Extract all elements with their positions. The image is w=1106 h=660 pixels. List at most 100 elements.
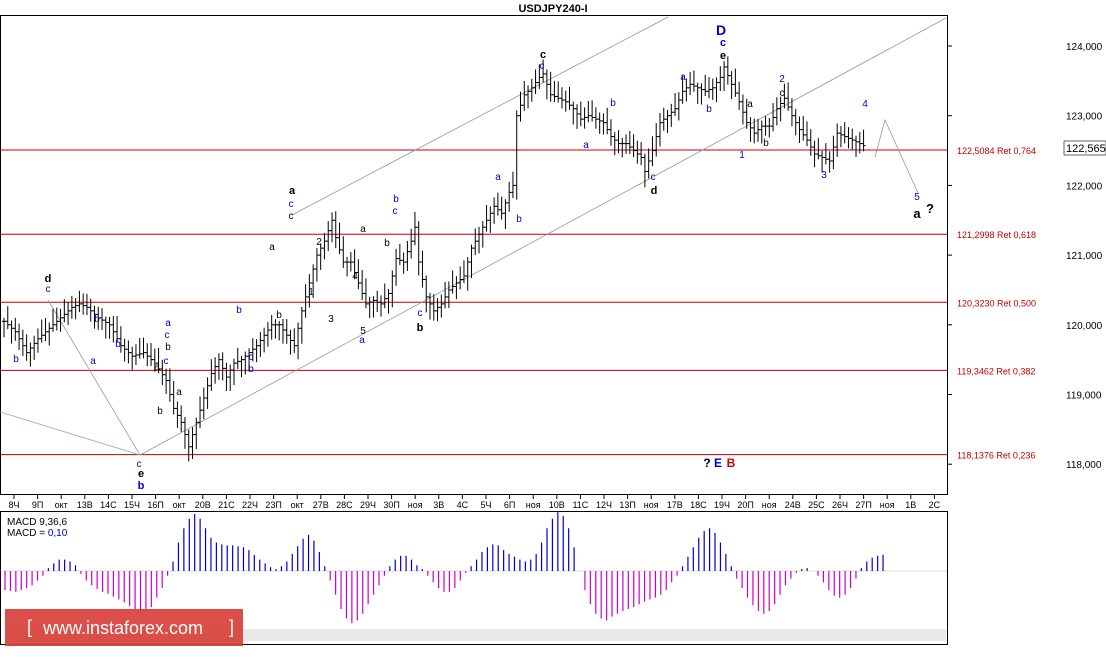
time-tick-label: 21С xyxy=(218,500,235,510)
time-axis: 8Ч 9П окт 13В 14С 15Ч 16П окт 20В 21С 22Ч 23П окт 27В… xyxy=(8,494,941,510)
lower-channel-line xyxy=(139,17,947,456)
wave-label: c xyxy=(393,206,398,217)
watermark-right-bracket: ] xyxy=(229,617,234,637)
wave-label: a xyxy=(747,99,753,110)
time-tick-label: 26Ч xyxy=(832,500,848,510)
wave-label: 5 xyxy=(914,192,920,203)
wave-label: c xyxy=(540,61,545,72)
time-tick-label: 27П xyxy=(855,500,871,510)
macd-histogram xyxy=(0,512,947,624)
time-tick-label: 20П xyxy=(737,500,753,510)
wave-label-bottom_B: B xyxy=(727,456,736,470)
wave-label: c xyxy=(540,49,546,61)
wave-connector-line xyxy=(47,299,141,456)
wave-label-bottom_q: ? xyxy=(703,456,710,470)
wave-label: c xyxy=(418,308,423,319)
time-tick-label: окт xyxy=(173,500,186,510)
wave-label: e xyxy=(138,468,144,480)
time-tick-label: 13П xyxy=(619,500,635,510)
price-tick-label: 123,000 xyxy=(1066,112,1103,123)
wave-label: b xyxy=(417,322,424,334)
time-tick-label: 12Ч xyxy=(596,500,612,510)
wave-label: a xyxy=(360,224,366,235)
wave-label: b xyxy=(393,194,399,205)
time-tick-label: 18С xyxy=(690,500,707,510)
wave-label: 3 xyxy=(821,170,827,181)
time-tick-label: 23П xyxy=(265,500,281,510)
wave-label: 4 xyxy=(352,271,358,282)
wave-label: a xyxy=(165,318,171,329)
projection-path xyxy=(874,118,919,194)
current-price-tag: 122,565 xyxy=(1063,140,1106,156)
price-axis: 124,000 123,000 122,000 121,000 120,000 119,0… xyxy=(947,42,1103,471)
fib-levels: 122,5084 Ret 0,764 121,2998 Ret 0,618 120,… xyxy=(0,146,1036,461)
wave-label: b xyxy=(610,98,616,109)
wave-label: b xyxy=(13,354,19,365)
wave-label: b xyxy=(763,138,769,149)
wave-label: 1 xyxy=(739,150,745,161)
wave-label: c xyxy=(249,352,254,363)
time-tick-label: 22Ч xyxy=(242,500,258,510)
wave-label: a xyxy=(269,242,275,253)
time-tick-label: ноя xyxy=(880,500,895,510)
wave-label: c xyxy=(289,199,294,210)
time-tick-label: 17В xyxy=(667,500,683,510)
time-tick-label: 19Ч xyxy=(714,500,730,510)
wave-label: e xyxy=(720,50,726,62)
chart-title: USDJPY240-I xyxy=(518,3,587,15)
wave-label: c xyxy=(289,211,294,222)
fib-label: 122,5084 Ret 0,764 xyxy=(957,146,1036,156)
price-tick-label: 119,000 xyxy=(1066,391,1102,402)
price-bars xyxy=(2,56,866,462)
wave-label: b xyxy=(706,104,712,115)
watermark-left-bracket: [ xyxy=(27,617,32,637)
price-tick-label: 120,000 xyxy=(1066,321,1103,332)
wave-label: a xyxy=(176,387,182,398)
fib-label: 118,1376 Ret 0,236 xyxy=(957,451,1035,461)
wave-label: c xyxy=(651,172,656,183)
macd-panel-border xyxy=(0,511,948,645)
wave-label: b xyxy=(165,342,171,353)
wave-label: b xyxy=(276,310,282,321)
wave-label: b xyxy=(236,305,242,316)
price-tick-label: 122,000 xyxy=(1066,181,1103,192)
time-tick-label: 20В xyxy=(195,500,211,510)
wave-label: b xyxy=(384,238,390,249)
wave-label: a xyxy=(680,72,686,83)
price-tick-label: 118,000 xyxy=(1066,460,1102,471)
wave-label: a xyxy=(359,335,365,346)
price-panel-border xyxy=(0,15,948,495)
time-tick-label: 8Ч xyxy=(8,500,19,510)
current-price-label: 122,565 xyxy=(1066,143,1106,155)
wave-label: d xyxy=(651,185,658,197)
time-tick-label: ноя xyxy=(526,500,541,510)
time-tick-label: 10В xyxy=(549,500,565,510)
wave-label: b xyxy=(138,480,145,492)
time-tick-label: 4С xyxy=(457,500,469,510)
time-tick-label: 28С xyxy=(336,500,353,510)
time-tick-label: 24В xyxy=(785,500,801,510)
wave-label: a xyxy=(583,140,589,151)
time-tick-label: 16П xyxy=(147,500,163,510)
wave-label: b xyxy=(94,314,100,325)
time-tick-label: 2С xyxy=(929,500,941,510)
wave-label: b xyxy=(115,339,121,350)
wave-label-top_D: D xyxy=(716,22,726,38)
wave-labels: dcbbabcebabaaccbbcbaaccb12345aabcbcbabcc… xyxy=(13,22,934,492)
time-tick-label: ноя xyxy=(408,500,423,510)
channel-lines xyxy=(0,16,947,456)
wave-label-bottom_E: E xyxy=(714,456,722,470)
indicator-strip xyxy=(10,629,946,641)
wave-label: 2 xyxy=(316,237,322,248)
wave-label: a xyxy=(289,185,296,197)
time-tick-label: ноя xyxy=(644,500,659,510)
wave-label: c xyxy=(720,37,726,49)
time-tick-label: окт xyxy=(291,500,304,510)
time-tick-label: 5Ч xyxy=(480,500,491,510)
time-tick-label: 13В xyxy=(77,500,93,510)
macd-label: MACD 9,36,6 xyxy=(7,517,67,528)
price-tick-label: 121,000 xyxy=(1066,251,1103,262)
time-tick-label: 15Ч xyxy=(124,500,140,510)
upper-channel-line xyxy=(291,16,669,216)
